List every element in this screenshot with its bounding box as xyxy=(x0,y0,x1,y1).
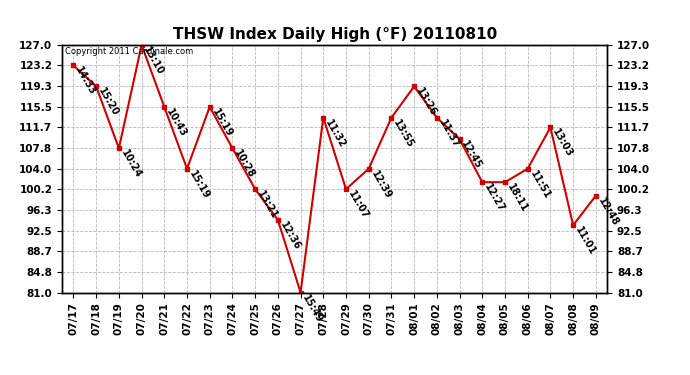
Text: 10:24: 10:24 xyxy=(119,148,143,180)
Text: 15:19: 15:19 xyxy=(210,107,234,139)
Text: 15:49: 15:49 xyxy=(301,292,325,324)
Text: 12:45: 12:45 xyxy=(460,139,484,171)
Text: 10:43: 10:43 xyxy=(164,107,188,139)
Text: 13:10: 13:10 xyxy=(141,45,166,77)
Text: 10:28: 10:28 xyxy=(233,148,257,180)
Text: 18:11: 18:11 xyxy=(505,182,529,214)
Text: 13:21: 13:21 xyxy=(255,189,279,221)
Text: 14:33: 14:33 xyxy=(73,66,97,97)
Text: 12:39: 12:39 xyxy=(368,169,393,201)
Text: 11:37: 11:37 xyxy=(437,118,461,150)
Text: 11:51: 11:51 xyxy=(528,169,552,201)
Text: 13:03: 13:03 xyxy=(551,128,575,159)
Text: 15:19: 15:19 xyxy=(187,169,211,201)
Title: THSW Index Daily High (°F) 20110810: THSW Index Daily High (°F) 20110810 xyxy=(172,27,497,42)
Text: 15:20: 15:20 xyxy=(96,86,120,118)
Text: 12:48: 12:48 xyxy=(596,196,620,228)
Text: 13:55: 13:55 xyxy=(391,118,415,150)
Text: 11:07: 11:07 xyxy=(346,189,370,221)
Text: 11:32: 11:32 xyxy=(324,118,348,150)
Text: 13:26: 13:26 xyxy=(414,86,438,118)
Text: 11:01: 11:01 xyxy=(573,225,598,257)
Text: 12:36: 12:36 xyxy=(278,220,302,252)
Text: 12:27: 12:27 xyxy=(482,182,506,214)
Text: Copyright 2011 Cardinale.com: Copyright 2011 Cardinale.com xyxy=(65,48,193,57)
